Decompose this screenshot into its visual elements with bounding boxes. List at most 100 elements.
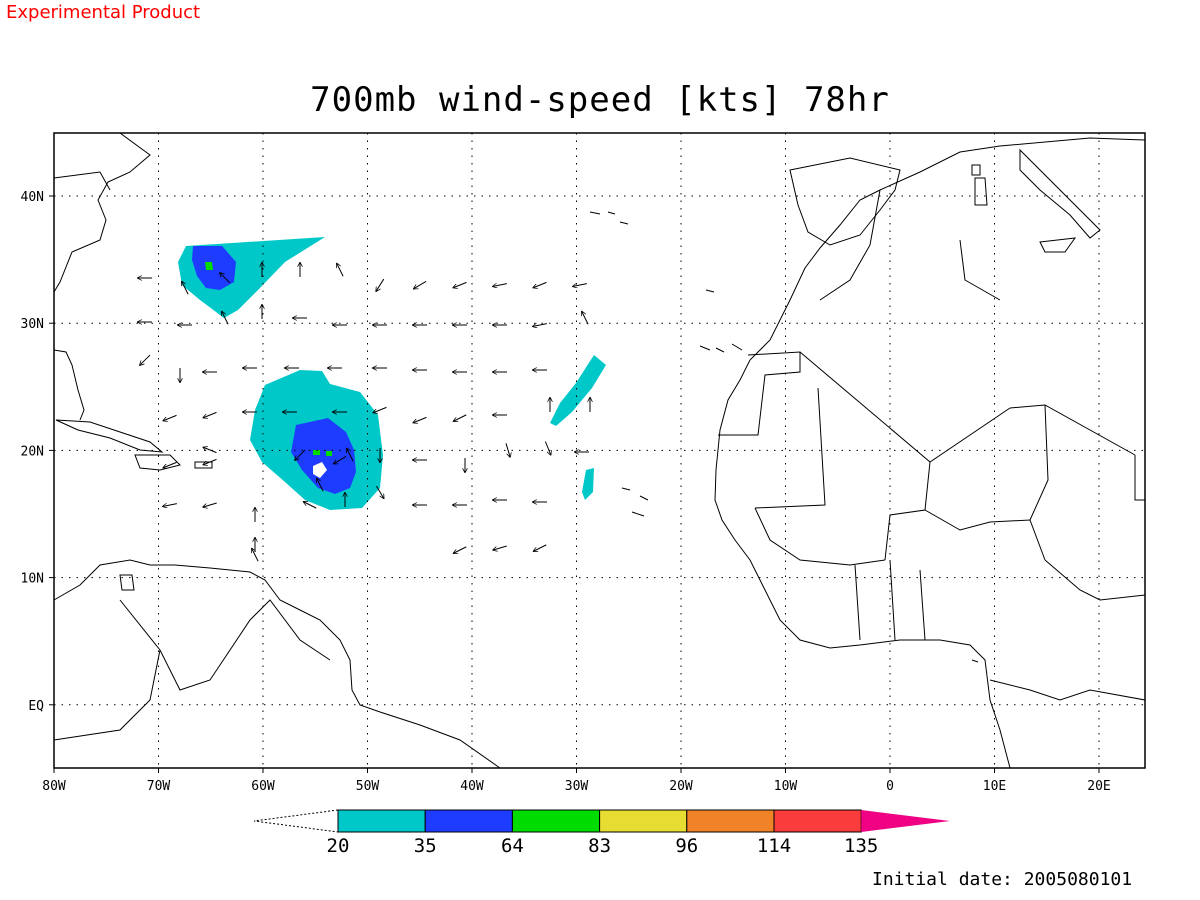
lon-label: 10W: [774, 779, 798, 794]
storm-south-eye: [313, 462, 327, 478]
iberia: [789, 157, 901, 246]
colorbar-tick-labels: 20 35 64 83 96 114 135: [327, 835, 879, 857]
lon-label: 80W: [42, 779, 66, 794]
wind-vector: [317, 479, 324, 492]
border-gulf-states: [854, 559, 926, 641]
colorbar-tick-label: 96: [675, 835, 698, 857]
lon-label: 40W: [460, 779, 484, 794]
map-title: 700mb wind-speed [kts] 78hr: [310, 80, 890, 120]
wind-vector: [374, 406, 387, 412]
wind-vector: [304, 502, 317, 509]
border-congo: [989, 679, 1146, 701]
lon-axis-labels: 80W 70W 60W 50W 40W 30W 20W 10W 0 10E 20E: [42, 779, 1110, 794]
bioko: [971, 659, 979, 663]
plot-frame: [53, 132, 1146, 769]
wind-vector: [204, 447, 217, 454]
wind-vector: [140, 354, 151, 365]
lat-label: 20N: [21, 444, 44, 459]
colorbar-under-triangle: [253, 809, 339, 833]
lon-label: 30W: [565, 779, 589, 794]
lon-label: 20E: [1087, 779, 1110, 794]
storm-south-green: [313, 450, 332, 456]
colorbar-bin: [686, 809, 775, 833]
initial-date: Initial date: 2005080101: [872, 869, 1133, 890]
wind-vectors: [138, 263, 590, 562]
wind-vector: [534, 544, 547, 551]
colorbar-tick-label: 20: [327, 835, 350, 857]
wind-vector: [493, 545, 507, 550]
wind-vector: [505, 443, 510, 456]
lat-label: 40N: [21, 190, 44, 205]
colorbar-tick-label: 114: [757, 835, 791, 857]
storm-north-blue: [192, 246, 236, 290]
south-america-coast: [53, 559, 501, 769]
colorbar-bin: [511, 809, 601, 833]
borders: [53, 171, 1146, 741]
border-libya: [1009, 404, 1136, 456]
corsica: [971, 164, 981, 176]
wind-speed-shading: [178, 237, 606, 510]
wind-vector: [414, 416, 427, 422]
wind-vector: [222, 312, 229, 325]
wind-vector: [337, 264, 344, 277]
cuba: [55, 419, 164, 453]
border-egypt: [1134, 455, 1145, 501]
azores: [589, 211, 629, 225]
wind-vector: [493, 284, 507, 287]
hispaniola: [134, 454, 181, 471]
border-morocco-algeria: [819, 189, 881, 301]
wind-vector: [376, 278, 385, 291]
madeira: [705, 289, 715, 293]
border-mauritania-mali: [754, 387, 826, 509]
border-tunisia: [959, 239, 1001, 301]
lon-label: 20W: [669, 779, 693, 794]
puerto-rico: [194, 461, 213, 469]
africa-west-coast: [714, 137, 1146, 769]
wind-vector: [252, 549, 259, 562]
florida-gulf-coast: [53, 349, 85, 421]
product-label: Experimental Product: [6, 2, 201, 23]
border-chad-east: [1029, 404, 1049, 521]
band-east-cyan: [550, 355, 606, 426]
wind-vector: [375, 485, 383, 498]
lat-label: EQ: [28, 699, 44, 714]
lake-maracaibo: [119, 574, 135, 591]
coastlines: [53, 132, 1146, 769]
italy: [1019, 148, 1101, 239]
wind-vector: [534, 281, 547, 287]
border-central-africa: [1044, 559, 1146, 601]
canary-islands: [699, 343, 743, 353]
border-algeria-south: [799, 351, 1011, 463]
border-nigeria: [924, 509, 1046, 561]
lon-label: 50W: [356, 779, 380, 794]
cape-verde: [621, 487, 649, 517]
colorbar-tick-label: 135: [844, 835, 878, 857]
wind-vector: [454, 281, 467, 287]
wind-vector: [203, 502, 217, 507]
colorbar-bin: [424, 809, 513, 833]
wind-vector: [220, 273, 231, 284]
lat-axis-labels: 40N 30N 20N 10N EQ: [21, 190, 45, 714]
wind-vector: [544, 441, 550, 455]
border-us-canada: [53, 171, 111, 191]
colorbar: [253, 809, 950, 833]
colorbar-bin: [599, 809, 688, 833]
wind-vector: [334, 455, 347, 463]
sicily: [1039, 237, 1077, 253]
lat-label: 10N: [21, 572, 44, 587]
lat-label: 30N: [21, 317, 44, 332]
storm-north-green: [205, 262, 213, 270]
wind-vector: [347, 449, 354, 462]
wind-vector: [164, 414, 177, 420]
wind-vector: [582, 312, 589, 325]
lon-label: 0: [886, 779, 894, 794]
storm-south-blue: [291, 418, 356, 494]
lon-label: 60W: [251, 779, 275, 794]
colorbar-tick-label: 83: [588, 835, 611, 857]
colorbar-bin: [773, 809, 862, 833]
border-south-america: [53, 599, 331, 741]
wind-vector: [204, 411, 217, 417]
border-west-africa: [754, 507, 886, 566]
colorbar-tick-label: 35: [414, 835, 437, 857]
